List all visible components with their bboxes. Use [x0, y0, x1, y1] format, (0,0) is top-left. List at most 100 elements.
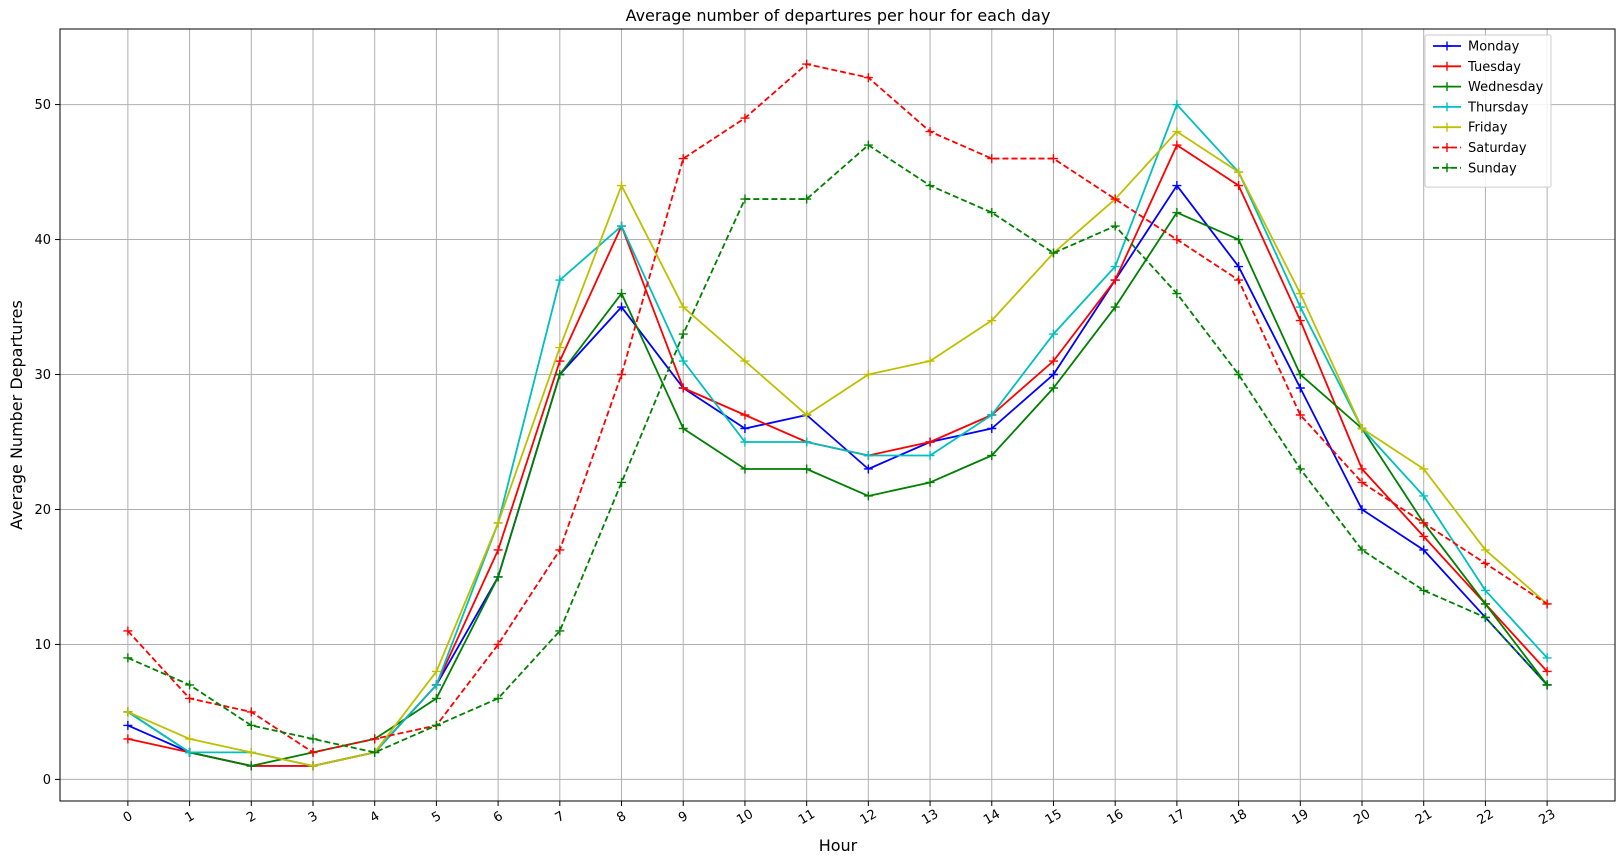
y-tick-label: 30	[34, 368, 51, 383]
data-point-wednesday	[802, 464, 812, 474]
data-point-saturday	[493, 639, 503, 649]
data-point-sunday	[1542, 680, 1552, 690]
data-point-wednesday	[1295, 370, 1305, 380]
legend-label: Saturday	[1468, 141, 1527, 156]
data-point-thursday	[1480, 585, 1490, 595]
x-tick-label: 11	[796, 807, 818, 828]
x-tick-label: 18	[1228, 807, 1250, 828]
data-point-tuesday	[1295, 316, 1305, 326]
series-friday	[123, 127, 1552, 771]
data-point-thursday	[617, 221, 627, 231]
data-point-saturday	[987, 154, 997, 164]
y-axis-ticks: 0 10 20 30 40 50	[34, 98, 60, 788]
data-point-friday	[863, 370, 873, 380]
data-point-thursday	[1295, 302, 1305, 312]
legend-marker	[1442, 41, 1452, 51]
data-point-saturday	[617, 370, 627, 380]
x-tick-label: 20	[1351, 807, 1373, 828]
data-point-friday	[1172, 127, 1182, 137]
data-point-monday	[1357, 504, 1367, 514]
x-tick-label: 22	[1475, 807, 1497, 828]
legend-box	[1424, 34, 1552, 188]
data-point-sunday	[802, 194, 812, 204]
data-point-sunday	[555, 626, 565, 636]
data-point-tuesday	[1542, 666, 1552, 676]
x-tick-label: 10	[734, 807, 756, 828]
data-point-saturday	[370, 734, 380, 744]
data-point-thursday	[925, 450, 935, 460]
data-point-friday	[1295, 289, 1305, 299]
data-point-sunday	[1357, 545, 1367, 555]
data-point-tuesday	[740, 410, 750, 420]
data-point-friday	[617, 181, 627, 191]
data-point-thursday	[1419, 491, 1429, 501]
data-point-thursday	[1172, 100, 1182, 110]
data-point-tuesday	[925, 437, 935, 447]
data-point-monday	[123, 720, 133, 730]
x-tick-label: 15	[1043, 807, 1065, 828]
x-tick-label: 13	[919, 807, 941, 828]
data-point-saturday	[1172, 235, 1182, 245]
y-tick-label: 0	[43, 773, 51, 788]
data-point-sunday	[493, 693, 503, 703]
data-point-saturday	[1419, 518, 1429, 528]
legend-marker	[1442, 102, 1452, 112]
data-point-saturday	[863, 73, 873, 83]
data-point-wednesday	[1234, 235, 1244, 245]
data-point-thursday	[987, 410, 997, 420]
data-point-thursday	[802, 437, 812, 447]
legend-label: Sunday	[1468, 161, 1517, 176]
data-point-sunday	[740, 194, 750, 204]
data-point-wednesday	[555, 370, 565, 380]
data-point-sunday	[617, 477, 627, 487]
data-point-tuesday	[678, 383, 688, 393]
data-point-saturday	[1048, 154, 1058, 164]
data-point-monday	[1172, 181, 1182, 191]
legend-label: Thursday	[1467, 100, 1529, 115]
data-point-monday	[987, 423, 997, 433]
data-point-friday	[431, 666, 441, 676]
data-point-wednesday	[431, 693, 441, 703]
data-point-wednesday	[493, 572, 503, 582]
data-point-friday	[493, 518, 503, 528]
data-point-friday	[123, 707, 133, 717]
data-point-wednesday	[740, 464, 750, 474]
data-point-saturday	[185, 693, 195, 703]
data-point-sunday	[370, 747, 380, 757]
chart-title: Average number of departures per hour fo…	[626, 6, 1051, 25]
series-line-sunday	[127, 144, 1548, 754]
y-axis-title: Average Number Departures	[7, 300, 26, 530]
data-point-sunday	[863, 140, 873, 150]
legend-label: Friday	[1468, 121, 1508, 136]
data-point-thursday	[431, 680, 441, 690]
data-point-saturday	[308, 747, 318, 757]
data-point-monday	[1419, 545, 1429, 555]
data-point-wednesday	[863, 491, 873, 501]
data-point-friday	[308, 761, 318, 771]
data-point-thursday	[185, 747, 195, 757]
series-lines	[123, 59, 1552, 771]
data-point-sunday	[925, 181, 935, 191]
data-point-tuesday	[1110, 275, 1120, 285]
data-point-sunday	[678, 329, 688, 339]
data-point-sunday	[1048, 248, 1058, 258]
x-tick-label: 19	[1290, 807, 1312, 828]
data-point-saturday	[740, 113, 750, 123]
data-point-sunday	[123, 653, 133, 663]
data-point-thursday	[1110, 262, 1120, 272]
legend-marker	[1442, 82, 1452, 92]
data-point-wednesday	[1172, 208, 1182, 218]
data-point-saturday	[123, 626, 133, 636]
legend-marker	[1442, 163, 1452, 173]
series-line-friday	[127, 130, 1548, 767]
data-point-sunday	[1295, 464, 1305, 474]
y-tick-label: 10	[34, 638, 51, 653]
data-point-friday	[925, 356, 935, 366]
x-tick-label: 23	[1536, 807, 1558, 828]
x-axis-title: Hour	[819, 836, 858, 855]
x-tick-label: 16	[1105, 807, 1127, 828]
data-point-tuesday	[1234, 181, 1244, 191]
data-point-sunday	[1234, 370, 1244, 380]
data-point-friday	[1357, 423, 1367, 433]
